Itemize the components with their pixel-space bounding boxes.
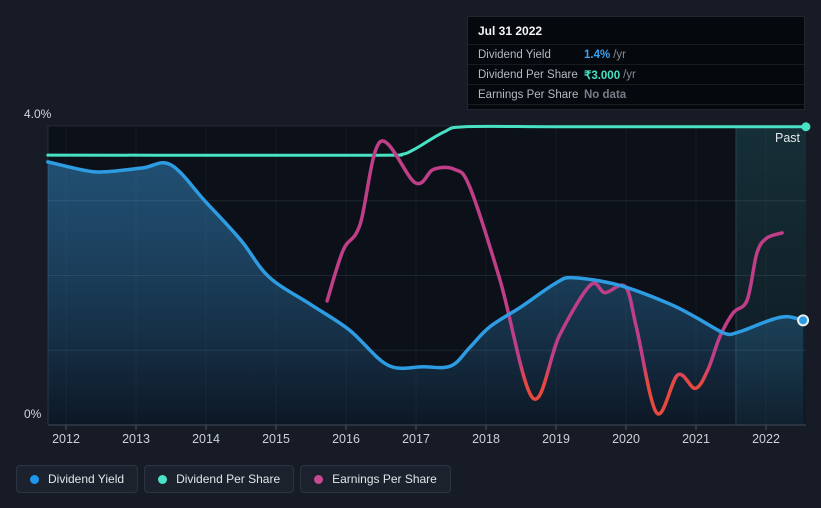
tooltip-value-suffix: /yr: [623, 68, 636, 81]
tooltip-row-dividend-per-share: Dividend Per Share ₹3.000 /yr: [468, 64, 804, 84]
x-tick-label: 2014: [192, 432, 220, 446]
earnings-per-share-line: [325, 139, 784, 416]
dividend-per-share-end-marker: [801, 122, 811, 132]
legend-label: Dividend Yield: [48, 472, 125, 486]
chart-legend: Dividend Yield Dividend Per Share Earnin…: [16, 465, 451, 493]
x-tick-label: 2021: [682, 432, 710, 446]
legend-label: Dividend Per Share: [176, 472, 281, 486]
tooltip-date: Jul 31 2022: [478, 24, 543, 38]
dividend-yield-dot-icon: [30, 474, 39, 484]
x-tick-label: 2018: [472, 432, 500, 446]
past-region-overlay: [735, 126, 806, 425]
x-tick-label: 2022: [752, 432, 780, 446]
tooltip-value: ₹3.000: [584, 69, 621, 82]
tooltip-label: Dividend Yield: [478, 48, 551, 61]
tooltip-row-dividend-yield: Dividend Yield 1.4% /yr: [468, 44, 804, 64]
dividend-yield-area-fill: [47, 161, 804, 425]
tooltip-row-earnings-per-share: Earnings Per Share No data: [468, 84, 804, 105]
x-tick-label: 2015: [262, 432, 290, 446]
tooltip-value-suffix: /yr: [613, 48, 626, 61]
tooltip-label: Earnings Per Share: [478, 88, 579, 101]
dividend-yield-end-marker: [797, 314, 810, 327]
tooltip-value: 1.4%: [584, 48, 611, 61]
x-tick-label: 2017: [402, 432, 430, 446]
x-tick-label: 2013: [122, 432, 150, 446]
past-region-label: Past: [774, 131, 800, 145]
earnings-per-share-dot-icon: [314, 474, 324, 484]
x-tick-label: 2012: [52, 432, 80, 446]
legend-label: Earnings Per Share: [332, 472, 437, 486]
legend-item-earnings-per-share[interactable]: Earnings Per Share: [300, 465, 451, 493]
x-tick-label: 2020: [612, 432, 640, 446]
legend-item-dividend-yield[interactable]: Dividend Yield: [16, 465, 139, 493]
dividend-per-share-line: [46, 124, 808, 157]
tooltip-label: Dividend Per Share: [478, 68, 578, 81]
y-axis-label-top: 4.0%: [24, 107, 52, 121]
x-tick-label: 2019: [542, 432, 570, 446]
y-axis-label-bottom: 0%: [24, 407, 42, 421]
dividend-yield-line: [46, 160, 805, 371]
tooltip-value: No data: [584, 88, 627, 101]
legend-item-dividend-per-share[interactable]: Dividend Per Share: [144, 465, 295, 493]
chart-tooltip: Jul 31 2022 Dividend Yield 1.4% /yr Divi…: [467, 16, 805, 110]
x-tick-label: 2016: [332, 432, 360, 446]
dividend-per-share-dot-icon: [158, 474, 168, 484]
